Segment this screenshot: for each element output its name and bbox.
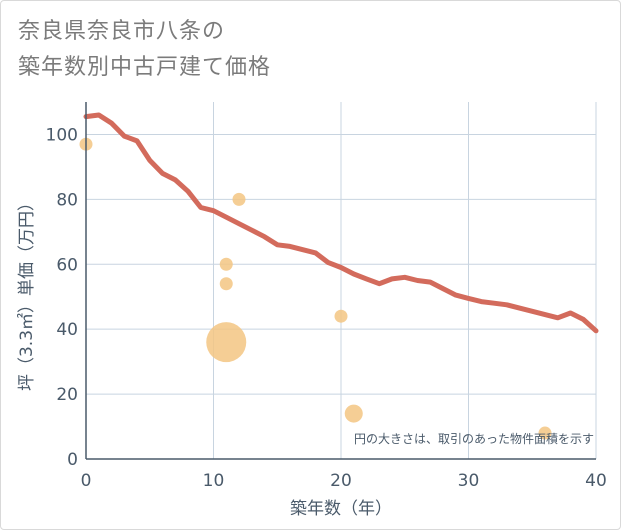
y-tick-label: 80 [56, 190, 78, 210]
bubble-point [219, 257, 233, 271]
x-tick-label: 20 [330, 471, 352, 491]
bubble-point [232, 192, 246, 206]
average-price-line [83, 112, 599, 334]
y-tick-label: 0 [67, 450, 78, 470]
x-tick-label: 40 [585, 471, 607, 491]
x-tick-label: 30 [458, 471, 480, 491]
bubble-point [206, 322, 247, 363]
bubble-layer [79, 137, 552, 440]
x-axis-label: 築年数（年） [290, 499, 392, 519]
chart-title-line-2: 築年数別中古戸建て価格 [18, 55, 272, 80]
series-layer [83, 112, 599, 334]
bubble-size-note: 円の大きさは、取引のあった物件面積を示す [354, 431, 594, 446]
chart-title-line-1: 奈良県奈良市八条の [18, 19, 226, 44]
bubble-point [219, 277, 233, 291]
y-axis-label: 坪（3.3㎡）単価（万円） [17, 194, 37, 391]
bubble-point [538, 426, 552, 440]
y-tick-label: 20 [56, 385, 78, 405]
y-tick-label: 60 [56, 255, 78, 275]
y-tick-label: 40 [56, 320, 78, 340]
x-tick-label: 10 [203, 471, 225, 491]
y-tick-label: 100 [46, 125, 78, 145]
bubble-point [334, 309, 348, 323]
x-tick-label: 0 [81, 471, 92, 491]
bubble-point [344, 404, 363, 423]
grid-lines [86, 102, 597, 459]
axes [85, 102, 596, 460]
chart-title: 奈良県奈良市八条の 築年数別中古戸建て価格 [18, 14, 271, 86]
tick-labels: 0 20 40 60 80 100 0 10 20 30 40 [46, 125, 607, 491]
